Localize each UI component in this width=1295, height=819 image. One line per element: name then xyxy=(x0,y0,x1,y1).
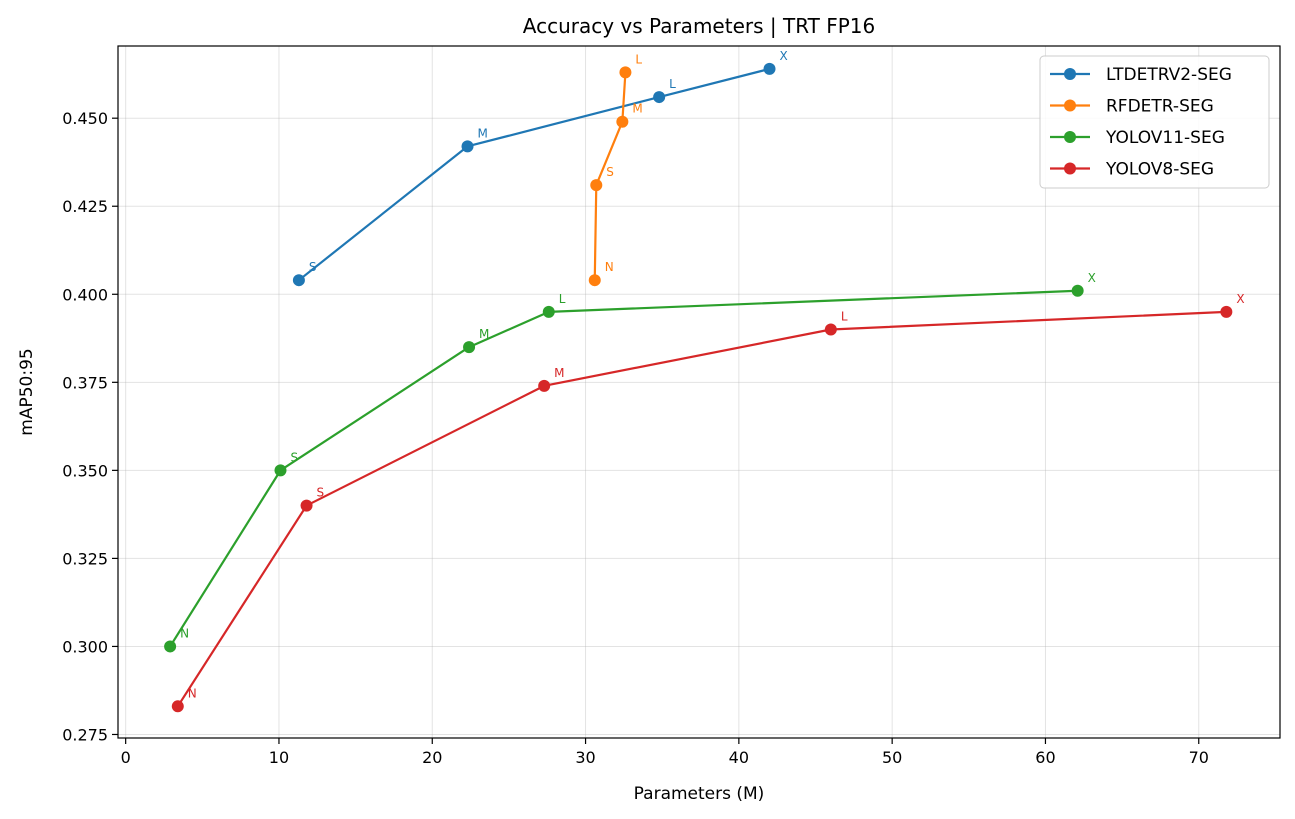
point-label: M xyxy=(479,327,489,341)
y-tick-label: 0.350 xyxy=(62,461,108,480)
point-label: M xyxy=(632,102,642,116)
y-tick-label: 0.300 xyxy=(62,637,108,656)
point-label: S xyxy=(290,450,298,464)
x-tick-label: 70 xyxy=(1189,748,1209,767)
point-label: X xyxy=(1088,271,1096,285)
point-label: N xyxy=(180,626,189,640)
y-tick-label: 0.400 xyxy=(62,285,108,304)
axis-ticks: 0 10 20 30 40 50 60 70 0.275 0.300 0.325 0.350 0.375… xyxy=(62,109,1209,767)
legend-swatch-marker xyxy=(1064,99,1076,112)
data-point xyxy=(763,62,776,75)
x-axis-title: Parameters (M) xyxy=(634,784,765,804)
series-line xyxy=(298,67,770,282)
x-tick-label: 10 xyxy=(269,748,289,767)
x-tick-label: 20 xyxy=(422,748,442,767)
data-point xyxy=(824,323,837,336)
series-ltdetrv2-seg: S M L X xyxy=(292,49,788,287)
data-point xyxy=(164,640,177,653)
legend-entry-label: RFDETR-SEG xyxy=(1106,97,1214,117)
legend-swatch-marker xyxy=(1064,68,1076,80)
data-point xyxy=(542,305,555,318)
point-label: L xyxy=(669,77,676,91)
x-tick-label: 30 xyxy=(575,748,595,767)
point-label: M xyxy=(554,366,564,380)
x-tick-label: 50 xyxy=(882,748,902,767)
legend: LTDETRV2-SEG RFDETR-SEG YOLOV11-SEG YOLOV8-… xyxy=(1039,55,1270,189)
data-point xyxy=(292,274,305,287)
y-axis-title: mAP50:95 xyxy=(17,348,37,435)
data-point xyxy=(274,464,287,477)
data-point xyxy=(619,66,632,79)
x-tick-label: 0 xyxy=(121,748,131,767)
point-label: S xyxy=(309,260,317,274)
point-label: X xyxy=(1236,292,1244,306)
y-tick-label: 0.375 xyxy=(62,373,108,392)
data-point xyxy=(171,700,184,713)
data-point xyxy=(300,499,313,512)
point-label: L xyxy=(559,292,566,306)
data-point xyxy=(538,379,551,392)
series-line xyxy=(593,72,627,281)
point-label: L xyxy=(635,52,642,66)
y-tick-label: 0.425 xyxy=(62,197,108,216)
point-label: N xyxy=(188,686,197,700)
y-tick-label: 0.275 xyxy=(62,725,108,744)
data-point xyxy=(1071,284,1084,297)
point-label: M xyxy=(478,126,488,140)
series-yolov8-seg: N S M L X xyxy=(171,292,1245,713)
y-tick-label: 0.450 xyxy=(62,109,108,128)
series-yolov11-seg: N S M L X xyxy=(164,271,1096,653)
data-point xyxy=(1220,305,1233,318)
point-label: L xyxy=(841,309,848,323)
data-point xyxy=(590,179,603,192)
chart-title: Accuracy vs Parameters | TRT FP16 xyxy=(523,14,875,38)
data-point xyxy=(461,140,474,153)
point-label: X xyxy=(780,49,788,63)
plot-frame xyxy=(117,45,1281,739)
point-label: N xyxy=(605,260,614,274)
series-layer: S M L X N S M L N S M L X N S M L X xyxy=(164,49,1245,713)
legend-swatch-marker xyxy=(1064,162,1076,175)
legend-swatch-marker xyxy=(1064,131,1076,143)
x-tick-label: 40 xyxy=(729,748,749,767)
data-point xyxy=(653,91,666,104)
point-label: S xyxy=(606,165,614,179)
legend-entry-label: YOLOV11-SEG xyxy=(1105,128,1225,148)
point-label: S xyxy=(317,486,325,500)
legend-entry-label: LTDETRV2-SEG xyxy=(1106,65,1232,85)
legend-entry-label: YOLOV8-SEG xyxy=(1105,160,1214,180)
x-tick-label: 60 xyxy=(1035,748,1055,767)
series-rfdetr-seg: N S M L xyxy=(588,52,643,287)
y-tick-label: 0.325 xyxy=(62,549,108,568)
data-point xyxy=(463,341,476,354)
legend-box xyxy=(1039,55,1270,189)
data-point xyxy=(588,274,601,287)
data-point xyxy=(616,115,629,128)
